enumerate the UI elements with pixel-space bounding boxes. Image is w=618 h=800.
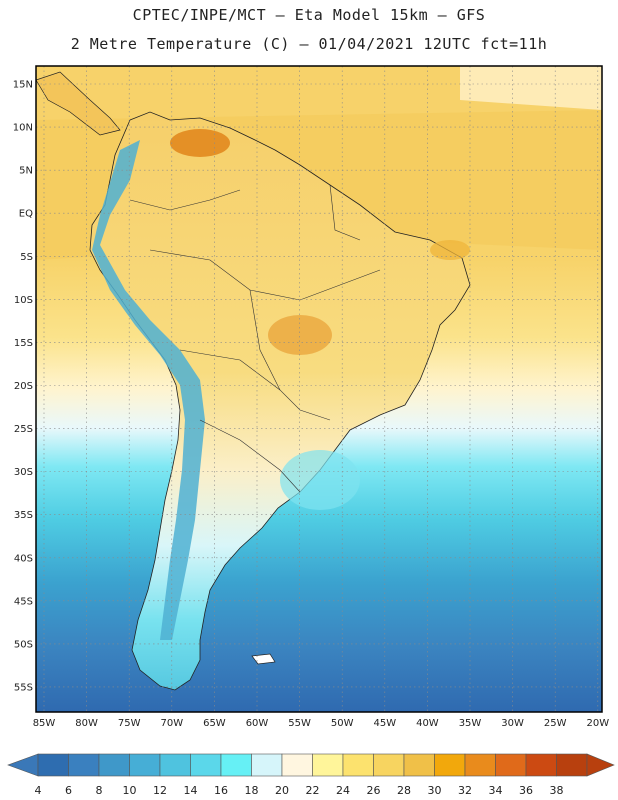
lat-tick-label: EQ bbox=[19, 209, 33, 220]
colorbar-label: 6 bbox=[65, 784, 72, 797]
colorbar-label: 16 bbox=[214, 784, 228, 797]
map-plot-area bbox=[36, 66, 602, 712]
colorbar-label: 20 bbox=[275, 784, 289, 797]
colorbar-segment bbox=[251, 753, 283, 777]
hot-spot-venezuela bbox=[170, 129, 230, 157]
lat-tick-label: 50S bbox=[14, 639, 33, 650]
lon-tick-label: 60W bbox=[246, 718, 269, 729]
colorbar-label: 24 bbox=[336, 784, 350, 797]
colorbar-label: 22 bbox=[306, 784, 320, 797]
lat-tick-label: 35S bbox=[14, 510, 33, 521]
lat-tick-label: 10S bbox=[14, 295, 33, 306]
central-america-land bbox=[36, 71, 121, 136]
lat-tick-label: 20S bbox=[14, 381, 33, 392]
lat-tick-label: 10N bbox=[13, 123, 33, 134]
longitude-labels: 85W 80W 75W 70W 65W 60W 55W 50W 45W 40W 35W 30W 25W 2… bbox=[33, 718, 610, 729]
colorbar-label: 26 bbox=[367, 784, 381, 797]
colorbar-label: 30 bbox=[428, 784, 442, 797]
lat-tick-label: 5N bbox=[19, 166, 33, 177]
colorbar-segment bbox=[37, 753, 69, 777]
colorbar-label: 32 bbox=[458, 784, 472, 797]
colorbar-segment bbox=[159, 753, 191, 777]
colorbar-segment bbox=[342, 753, 374, 777]
colorbar bbox=[7, 753, 615, 777]
colorbar-label: 12 bbox=[153, 784, 167, 797]
lat-tick-label: 45S bbox=[14, 596, 33, 607]
lon-tick-label: 70W bbox=[160, 718, 183, 729]
lat-tick-label: 25S bbox=[14, 424, 33, 435]
colorbar-segment bbox=[281, 753, 313, 777]
colorbar-label: 8 bbox=[96, 784, 103, 797]
hot-spot-central-brazil bbox=[268, 315, 332, 355]
map-frame bbox=[35, 65, 603, 713]
lon-tick-label: 25W bbox=[544, 718, 567, 729]
lon-tick-label: 35W bbox=[459, 718, 482, 729]
lon-tick-label: 65W bbox=[203, 718, 226, 729]
latitude-labels: 15N 10N 5N EQ 5S 10S 15S 20S 25S 30S 35S 40S 45S 50S 5… bbox=[13, 80, 33, 694]
lat-tick-label: 15S bbox=[14, 338, 33, 349]
colorbar-segment bbox=[373, 753, 405, 777]
cool-north-atlantic bbox=[460, 66, 602, 110]
colorbar-segment bbox=[129, 753, 161, 777]
colorbar-segment bbox=[98, 753, 130, 777]
colorbar-segment bbox=[434, 753, 466, 777]
colorbar-segment bbox=[220, 753, 252, 777]
colorbar-label: 34 bbox=[489, 784, 503, 797]
colorbar-high-arrow bbox=[586, 753, 615, 777]
colorbar-label: 18 bbox=[245, 784, 259, 797]
lon-tick-label: 50W bbox=[331, 718, 354, 729]
colorbar-label: 38 bbox=[550, 784, 564, 797]
cool-patch-uruguay bbox=[280, 450, 360, 510]
lat-tick-label: 40S bbox=[14, 553, 33, 564]
colorbar-segment bbox=[525, 753, 557, 777]
colorbar-segment bbox=[556, 753, 588, 777]
lon-tick-label: 30W bbox=[501, 718, 524, 729]
colorbar-low-arrow bbox=[7, 753, 39, 777]
colorbar-segment bbox=[495, 753, 527, 777]
map-title-line1: CPTEC/INPE/MCT – Eta Model 15km – GFS bbox=[132, 6, 486, 24]
colorbar-label: 36 bbox=[519, 784, 533, 797]
colorbar-label: 10 bbox=[123, 784, 137, 797]
colorbar-segment bbox=[464, 753, 496, 777]
colorbar-label: 4 bbox=[35, 784, 42, 797]
colorbar-labels: 4 6 8 10 12 14 16 18 20 22 24 26 28 30 32 34 36 38 bbox=[35, 784, 564, 797]
lon-tick-label: 55W bbox=[288, 718, 311, 729]
lon-tick-label: 85W bbox=[33, 718, 56, 729]
falkland-islands bbox=[251, 653, 276, 665]
lat-tick-label: 30S bbox=[14, 467, 33, 478]
lon-tick-label: 75W bbox=[118, 718, 141, 729]
lon-tick-label: 20W bbox=[586, 718, 609, 729]
lat-tick-label: 55S bbox=[14, 682, 33, 693]
colorbar-segment bbox=[190, 753, 222, 777]
country-borders bbox=[129, 184, 381, 493]
lon-tick-label: 40W bbox=[416, 718, 439, 729]
colorbar-label: 28 bbox=[397, 784, 411, 797]
lon-tick-label: 80W bbox=[75, 718, 98, 729]
lat-tick-label: 15N bbox=[13, 80, 33, 91]
hot-spot-northeast-brazil bbox=[430, 240, 470, 260]
lat-tick-label: 5S bbox=[20, 252, 33, 263]
colorbar-segment bbox=[403, 753, 435, 777]
colorbar-label: 14 bbox=[184, 784, 198, 797]
lon-tick-label: 45W bbox=[373, 718, 396, 729]
colorbar-segment bbox=[312, 753, 344, 777]
colorbar-segment bbox=[68, 753, 100, 777]
map-title-line2: 2 Metre Temperature (C) – 01/04/2021 12U… bbox=[70, 35, 548, 53]
